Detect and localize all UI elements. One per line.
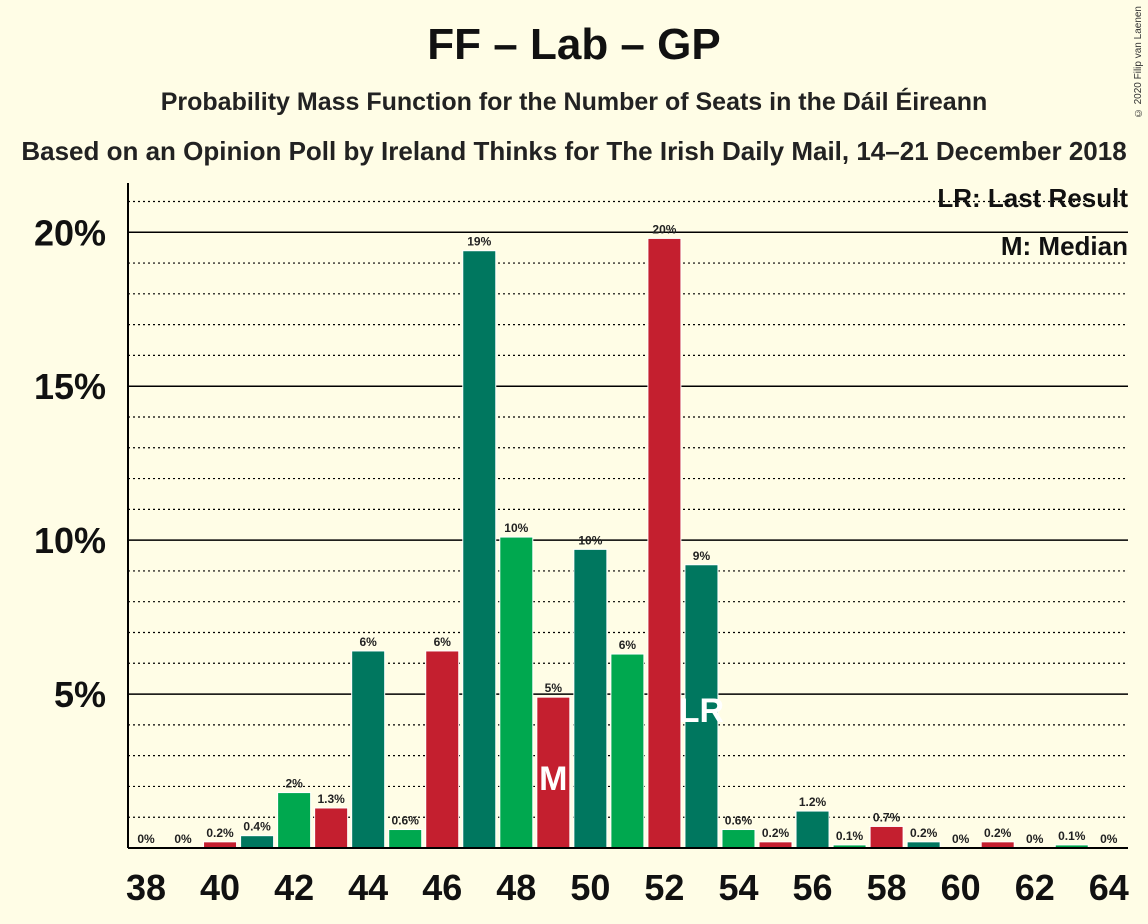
legend-last-result: LR: Last Result xyxy=(937,183,1128,213)
bar-seat-51 xyxy=(610,653,645,849)
data-label: 0.2% xyxy=(984,826,1012,840)
x-tick-label: 42 xyxy=(274,867,314,908)
data-label: 1.2% xyxy=(799,795,827,809)
data-label: 10% xyxy=(504,521,528,535)
data-label: 0.2% xyxy=(910,826,938,840)
bar-seat-53 xyxy=(684,564,719,849)
x-tick-label: 40 xyxy=(200,867,240,908)
last-result-marker: LR xyxy=(679,692,724,730)
x-tick-label: 52 xyxy=(644,867,684,908)
data-label: 9% xyxy=(693,549,711,563)
data-label: 1.3% xyxy=(317,792,345,806)
x-tick-label: 58 xyxy=(867,867,907,908)
chart-source-line: Based on an Opinion Poll by Ireland Thin… xyxy=(21,136,1127,166)
bar-seat-52 xyxy=(647,237,682,849)
x-tick-label: 38 xyxy=(126,867,166,908)
data-label: 20% xyxy=(652,222,676,236)
data-label: 0.2% xyxy=(762,826,790,840)
bar-seat-43 xyxy=(314,807,349,849)
data-label: 0.6% xyxy=(392,814,420,828)
data-label: 0% xyxy=(952,832,970,846)
data-label: 0.7% xyxy=(873,810,901,824)
bar-seat-44 xyxy=(351,650,386,849)
y-tick-label: 5% xyxy=(54,674,106,715)
x-tick-label: 50 xyxy=(570,867,610,908)
data-label: 6% xyxy=(434,635,452,649)
data-label: 0% xyxy=(174,832,192,846)
data-label: 5% xyxy=(545,681,563,695)
chart-subtitle: Probability Mass Function for the Number… xyxy=(160,88,988,116)
bar-seat-50 xyxy=(573,548,608,849)
data-label: 2% xyxy=(285,777,303,791)
bar-seat-58 xyxy=(869,825,904,849)
bar-seat-56 xyxy=(795,810,830,849)
x-tick-label: 44 xyxy=(348,867,388,908)
x-tick-label: 56 xyxy=(793,867,833,908)
data-label: 6% xyxy=(360,635,378,649)
data-label: 19% xyxy=(467,235,491,249)
data-label: 0.6% xyxy=(725,814,753,828)
data-label: 0% xyxy=(137,832,155,846)
bar-seat-45 xyxy=(388,829,423,849)
x-tick-label: 46 xyxy=(422,867,462,908)
x-tick-label: 64 xyxy=(1089,867,1129,908)
legend-median: M: Median xyxy=(1000,231,1128,261)
y-tick-label: 20% xyxy=(34,212,106,253)
bar-seat-49 xyxy=(536,696,571,849)
median-marker: M xyxy=(539,760,567,798)
data-label: 0.1% xyxy=(836,829,864,843)
data-label: 0.4% xyxy=(243,820,271,834)
chart-title: FF – Lab – GP xyxy=(427,20,721,69)
y-tick-label: 10% xyxy=(34,520,106,561)
bar-seat-42 xyxy=(277,792,312,849)
bar-seat-54 xyxy=(721,829,756,849)
x-tick-label: 54 xyxy=(718,867,758,908)
data-label: 6% xyxy=(619,638,637,652)
bar-seat-46 xyxy=(425,650,460,849)
data-label: 0% xyxy=(1026,832,1044,846)
data-label: 10% xyxy=(578,533,602,547)
bar-seat-48 xyxy=(499,536,534,849)
x-tick-label: 62 xyxy=(1015,867,1055,908)
bar-seat-41 xyxy=(240,835,275,849)
y-tick-label: 15% xyxy=(34,366,106,407)
data-label: 0.1% xyxy=(1058,829,1086,843)
data-label: 0% xyxy=(1100,832,1118,846)
bar-seat-47 xyxy=(462,250,497,849)
x-tick-label: 60 xyxy=(941,867,981,908)
x-tick-label: 48 xyxy=(496,867,536,908)
data-label: 0.2% xyxy=(206,826,234,840)
